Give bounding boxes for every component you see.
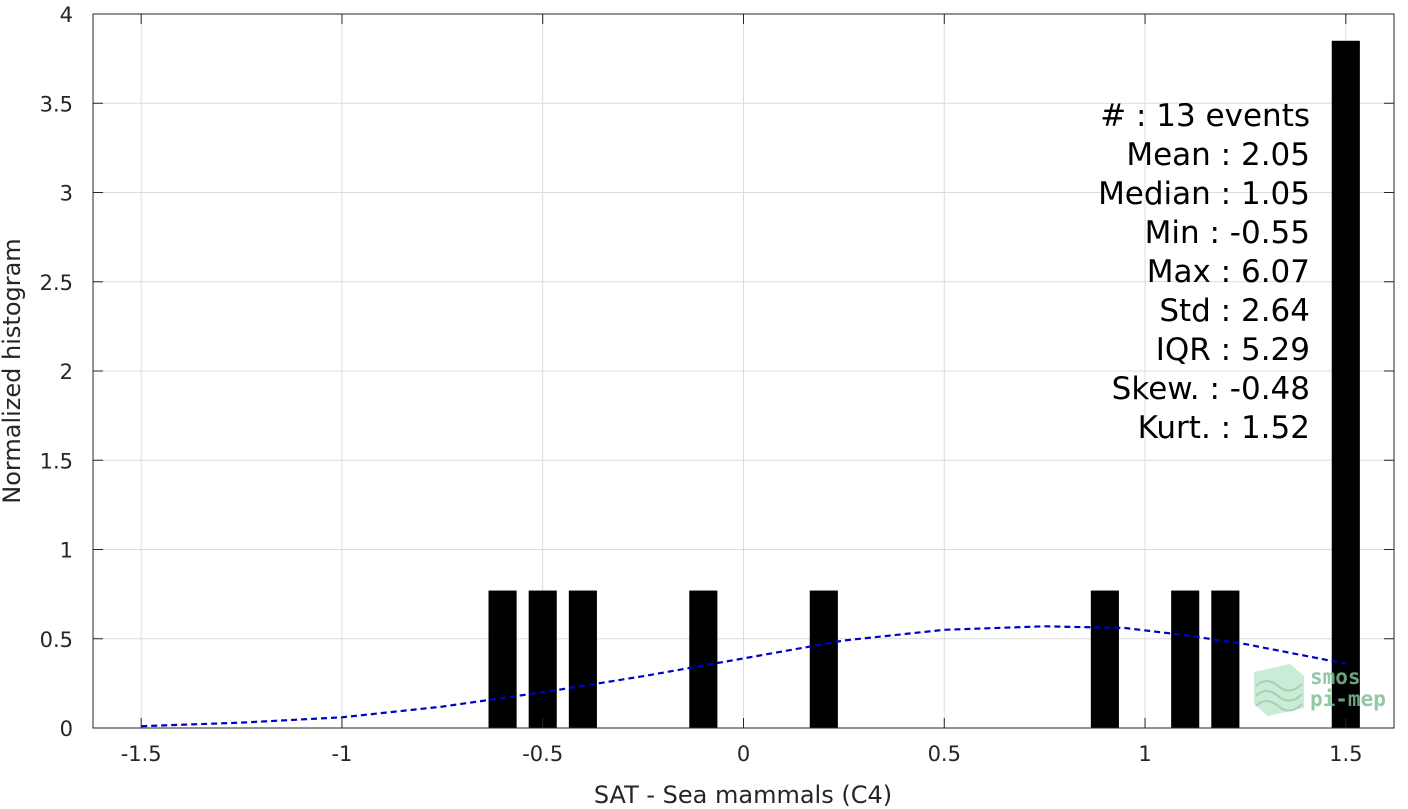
x-tick-label: 0.5 xyxy=(928,742,961,766)
x-tick-labels: -1.5 -1 -0.5 0 0.5 1 1.5 xyxy=(121,742,1363,766)
stats-line: Max : 6.07 xyxy=(1147,254,1310,290)
histogram-bars xyxy=(488,40,1360,728)
grid-lines xyxy=(93,13,1394,729)
stats-line: IQR : 5.29 xyxy=(1156,332,1310,368)
y-tick-label: 0 xyxy=(60,717,73,741)
smos-pimep-logo: smos pi-mep xyxy=(1254,664,1386,716)
y-tick-label: 1 xyxy=(60,539,73,563)
y-tick-label: 0.5 xyxy=(40,628,73,652)
x-tick-label: -1 xyxy=(331,742,352,766)
axis-ticks xyxy=(93,13,1394,729)
y-tick-label: 2.5 xyxy=(40,271,73,295)
histogram-bar xyxy=(1171,590,1200,728)
histogram-bar xyxy=(1090,590,1119,728)
stats-line: Kurt. : 1.52 xyxy=(1138,410,1310,446)
histogram-bar xyxy=(1211,590,1240,728)
logo-mark-icon xyxy=(1254,664,1304,716)
x-tick-label: 0 xyxy=(737,742,750,766)
logo-text-smos: smos xyxy=(1310,665,1361,689)
stats-line: Mean : 2.05 xyxy=(1126,137,1310,173)
x-tick-label: -1.5 xyxy=(121,742,162,766)
y-tick-label: 3.5 xyxy=(40,92,73,116)
y-tick-labels: 0 0.5 1 1.5 2 2.5 3 3.5 4 xyxy=(40,3,73,741)
x-tick-label: -0.5 xyxy=(522,742,563,766)
y-tick-label: 1.5 xyxy=(40,449,73,473)
histogram-bar xyxy=(689,590,718,728)
y-axis-label: Normalized histogram xyxy=(0,238,26,503)
histogram-bar xyxy=(528,590,557,728)
x-tick-label: 1.5 xyxy=(1329,742,1362,766)
histogram-bar xyxy=(568,590,597,728)
stats-line: Min : -0.55 xyxy=(1145,215,1310,251)
histogram-bar xyxy=(1331,40,1360,728)
histogram-bar xyxy=(488,590,517,728)
logo-text-pimep: pi-mep xyxy=(1310,687,1386,711)
x-tick-label: 1 xyxy=(1138,742,1151,766)
stats-line: Median : 1.05 xyxy=(1098,176,1310,212)
x-axis-label: SAT - Sea mammals (C4) xyxy=(594,781,892,809)
fit-curve-layer xyxy=(141,625,1347,728)
histogram-bar xyxy=(809,590,838,728)
y-tick-label: 3 xyxy=(60,182,73,206)
stats-line: # : 13 events xyxy=(1100,98,1310,134)
stats-line: Skew. : -0.48 xyxy=(1112,371,1310,407)
fit-curve xyxy=(141,625,1347,728)
stats-line: Std : 2.64 xyxy=(1159,293,1310,329)
y-tick-label: 2 xyxy=(60,360,73,384)
y-tick-label: 4 xyxy=(60,3,73,27)
